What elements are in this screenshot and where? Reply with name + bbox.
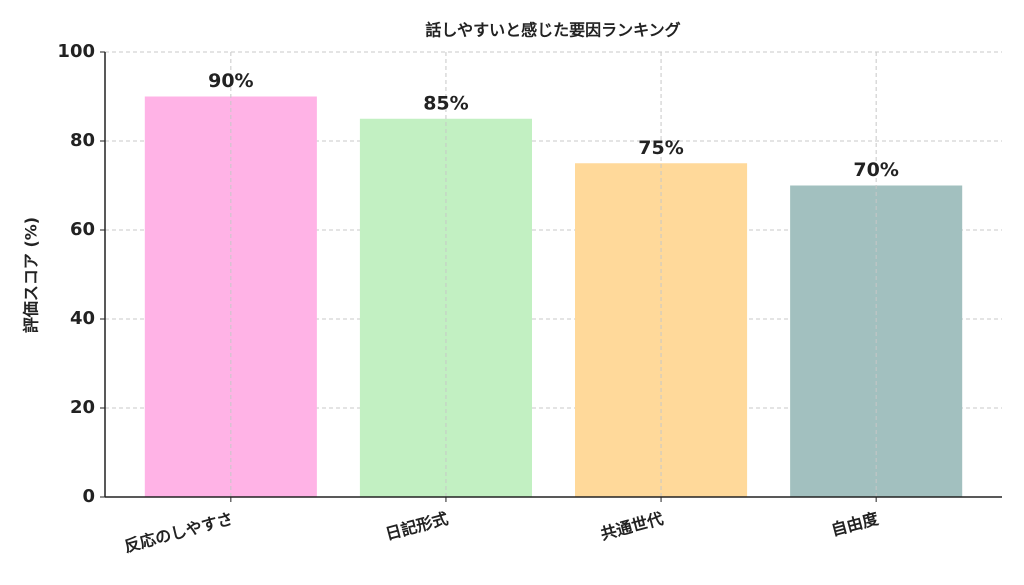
value-label: 75% [638, 137, 683, 159]
y-axis-label: 評価スコア (%) [22, 217, 41, 333]
x-tick-label: 自由度 [829, 509, 881, 540]
bars [144, 96, 963, 497]
x-tick-label: 日記形式 [383, 509, 450, 544]
x-tick-label: 共通世代 [599, 509, 666, 544]
value-label: 70% [853, 159, 898, 181]
y-tick-label: 80 [70, 130, 95, 151]
y-tick-label: 40 [70, 308, 95, 329]
y-tick-label: 0 [82, 486, 95, 507]
value-label: 85% [423, 92, 468, 114]
y-tick-label: 20 [70, 397, 95, 418]
value-label: 90% [208, 70, 253, 92]
chart-title: 話しやすいと感じた要因ランキング [425, 21, 680, 40]
x-tick-label: 反応のしやすさ [122, 509, 235, 556]
bar [144, 96, 317, 497]
bar [575, 163, 748, 497]
y-tick-label: 60 [70, 219, 95, 240]
y-tick-label: 100 [57, 41, 95, 62]
